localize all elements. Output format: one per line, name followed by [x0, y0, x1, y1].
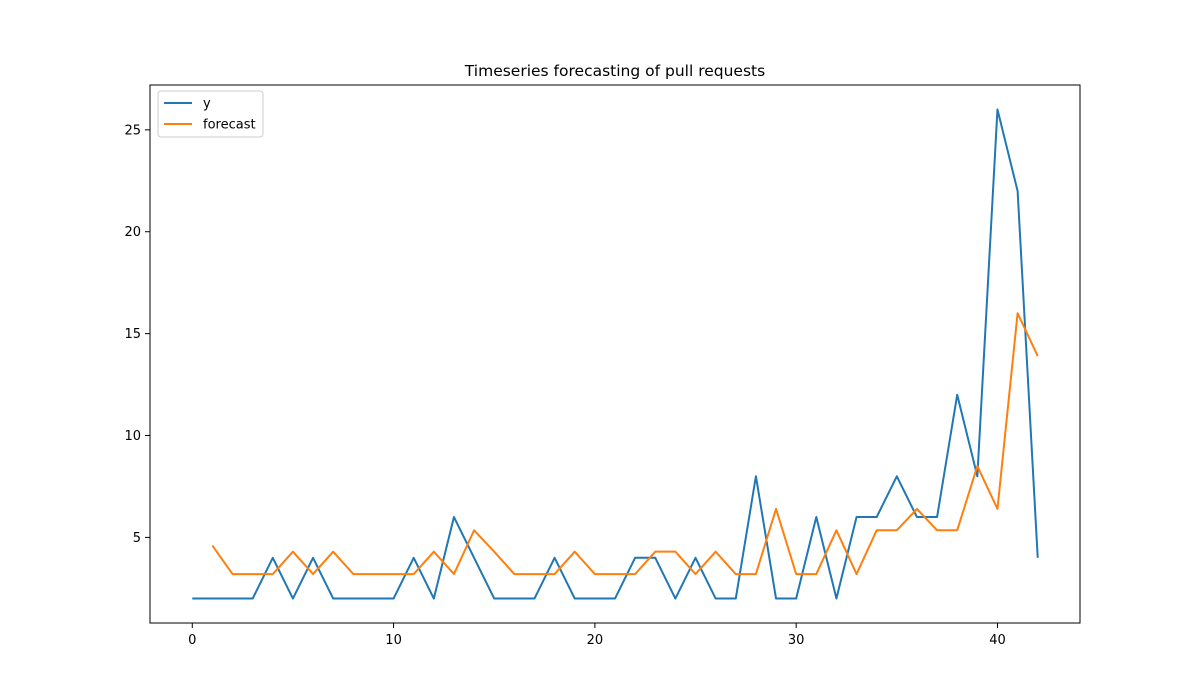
x-tick-label: 40: [989, 633, 1006, 648]
legend: y forecast: [157, 90, 264, 138]
y-tick-label: 5: [133, 531, 141, 546]
legend-label-y: y: [203, 97, 211, 112]
plot-frame: [149, 84, 1081, 624]
y-tick-label: 15: [124, 327, 141, 342]
y-tick-label: 25: [124, 123, 141, 138]
x-tick-label: 20: [587, 633, 604, 648]
chart-title: Timeseries forecasting of pull requests: [464, 62, 765, 80]
series-layer: [192, 108, 1039, 600]
x-tick-label: 30: [788, 633, 805, 648]
series-line-forecast: [211, 312, 1039, 576]
x-tick-label: 0: [188, 633, 196, 648]
y-tick-label: 20: [124, 225, 141, 240]
legend-label-forecast: forecast: [203, 118, 256, 133]
y-tick-label: 10: [124, 429, 141, 444]
x-tick-label: 10: [385, 633, 402, 648]
series-line-y: [192, 108, 1039, 600]
axes-layer: 0 10 20 30 40 5 10 15 20 25: [124, 84, 1081, 648]
